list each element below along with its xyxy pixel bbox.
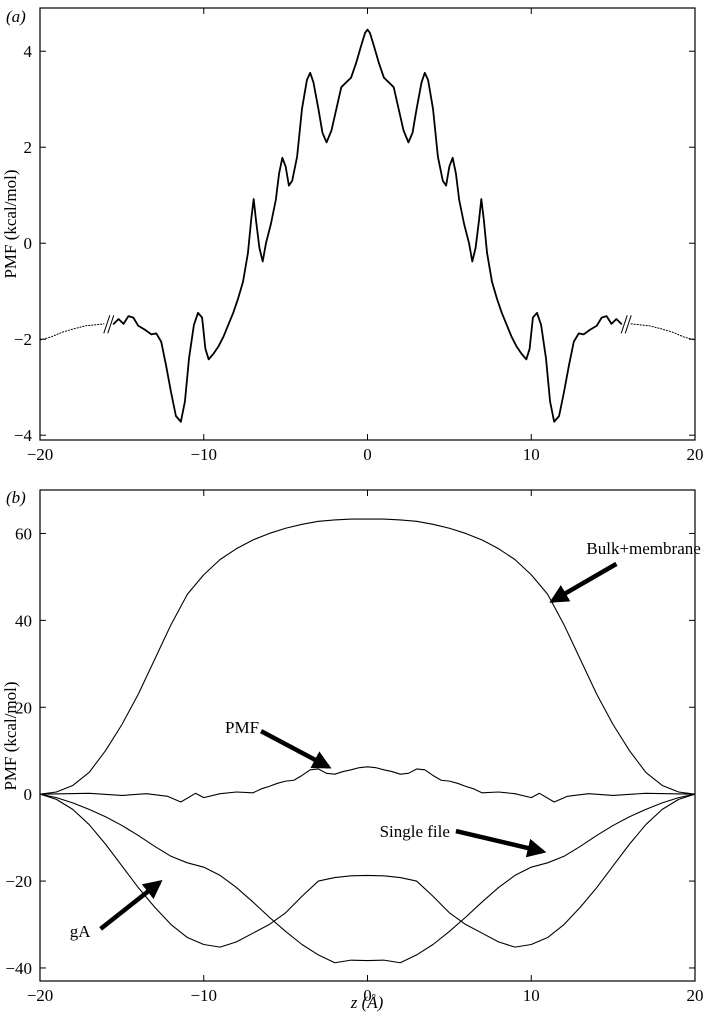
single-file-line: [39, 793, 696, 964]
x-tick-label: 20: [687, 445, 704, 464]
series-1-line: [39, 323, 105, 341]
x-tick-label: −10: [190, 445, 217, 464]
y-tick-label: 40: [15, 611, 32, 630]
axis-ticks-b: −20 −10 0 10 20 −40 −20 0 20 40 60: [5, 490, 704, 1005]
panel-label-a: (a): [6, 7, 26, 26]
axis-break-mark: [103, 315, 111, 334]
annotation-label: PMF: [225, 718, 259, 737]
annotation-arrow: [260, 729, 332, 769]
y-tick-label: 0: [24, 234, 33, 253]
y-tick-label: −2: [14, 330, 32, 349]
annotations-b: Bulk+membrane PMF Single file gA: [70, 539, 701, 941]
annotation-label: Bulk+membrane: [586, 539, 700, 558]
y-tick-label: 0: [24, 785, 33, 804]
series-group-a: [39, 28, 696, 423]
y-axis-label-b: PMF (kcal/mol): [1, 681, 20, 790]
x-tick-label: −20: [27, 986, 54, 1005]
y-tick-label: 20: [15, 698, 32, 717]
x-tick-label: −20: [27, 445, 54, 464]
plot-frame-a: [39, 7, 696, 441]
x-tick-label: 10: [523, 986, 540, 1005]
x-axis-label-b: z (Å): [350, 993, 384, 1012]
y-tick-label: −40: [5, 959, 32, 978]
panel-b: (b) −20 −10 0 10 20 −40 −20 0 20 40 60 PMF (kcal/m…: [1, 488, 704, 1012]
y-tick-label: −20: [5, 872, 32, 891]
annotation-arrow: [455, 828, 547, 858]
annotation-arrow: [99, 880, 163, 931]
ga-line: [39, 793, 696, 948]
series-0-line: [112, 28, 623, 423]
y-tick-label: 2: [24, 138, 33, 157]
axis-break-mark: [624, 315, 632, 334]
plot-frame-b: [39, 489, 696, 982]
annotation-label: Single file: [380, 822, 450, 841]
axis-break-mark: [107, 315, 115, 334]
bulk-membrane-line: [39, 518, 696, 795]
x-tick-label: −10: [190, 986, 217, 1005]
x-tick-label: 0: [363, 986, 372, 1005]
panel-label-b: (b): [6, 488, 26, 507]
axis-break-mark: [620, 315, 628, 334]
x-tick-label: 20: [687, 986, 704, 1005]
pmf-line: [39, 766, 696, 803]
series-group-b: [39, 518, 696, 964]
x-tick-label: 10: [523, 445, 540, 464]
y-tick-label: 4: [24, 42, 33, 61]
y-tick-label: −4: [14, 426, 33, 445]
y-tick-label: 60: [15, 524, 32, 543]
annotation-label: gA: [70, 922, 92, 941]
series-2-line: [630, 323, 696, 341]
y-axis-label-a: PMF (kcal/mol): [1, 169, 20, 278]
annotation-arrow: [549, 561, 618, 603]
x-tick-label: 0: [363, 445, 372, 464]
